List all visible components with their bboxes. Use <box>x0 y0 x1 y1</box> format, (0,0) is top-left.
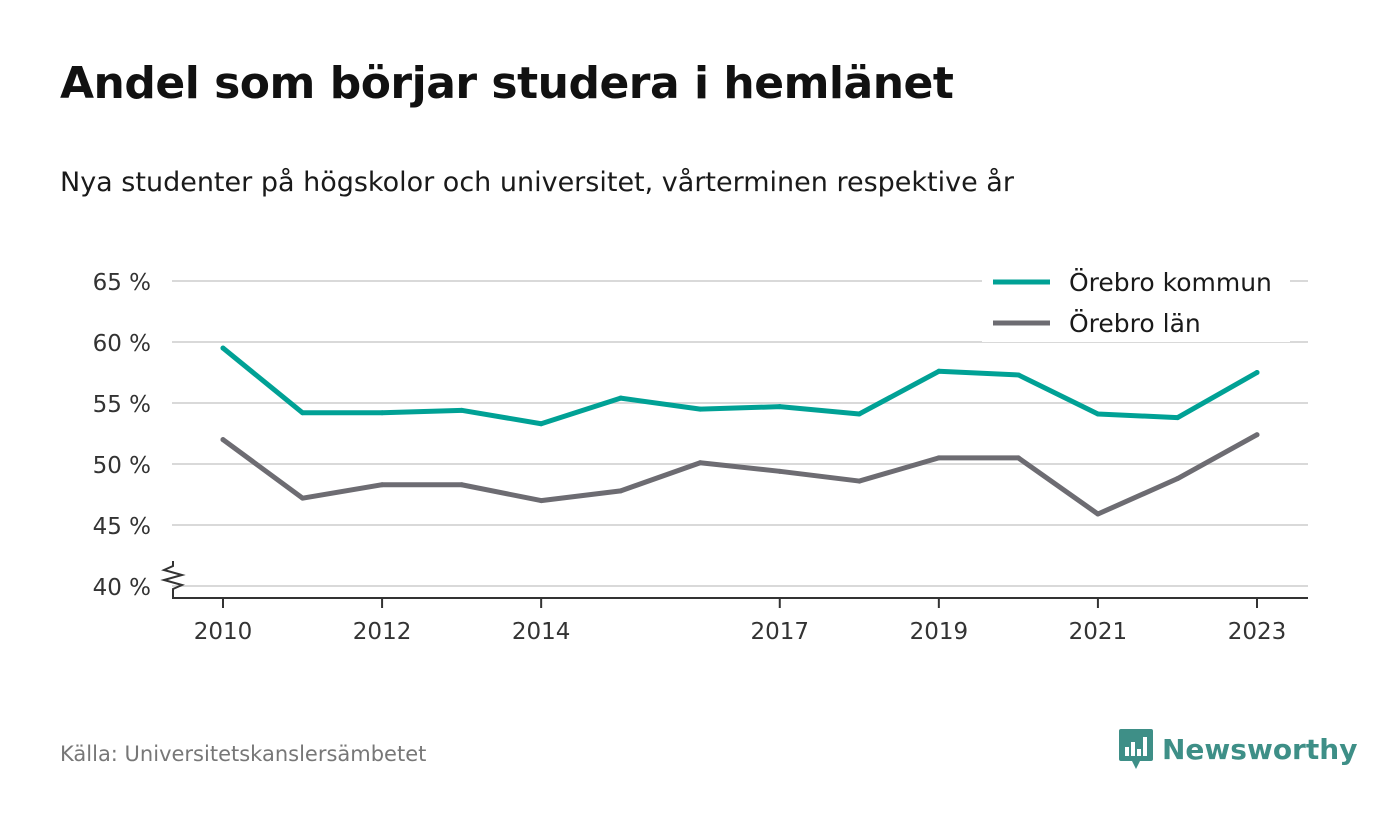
data-point <box>777 468 783 474</box>
y-tick-label: 50 % <box>93 453 151 479</box>
data-point <box>777 404 783 410</box>
x-tick-label: 2010 <box>194 619 253 645</box>
y-tick-label: 65 % <box>93 270 151 296</box>
y-tick-label: 60 % <box>93 331 151 357</box>
series-line <box>220 345 1260 427</box>
legend-label: Örebro kommun <box>1069 268 1272 297</box>
data-point <box>618 488 624 494</box>
y-tick-label: 45 % <box>93 514 151 540</box>
axis-break-icon <box>160 561 186 598</box>
y-tick-label: 40 % <box>93 575 151 601</box>
legend-background <box>982 258 1290 342</box>
x-tick-label: 2014 <box>512 619 571 645</box>
data-point <box>459 407 465 413</box>
data-point <box>1015 372 1021 378</box>
data-point <box>618 395 624 401</box>
chart-subtitle: Nya studenter på högskolor och universit… <box>60 167 1014 198</box>
data-point <box>1174 415 1180 421</box>
data-point <box>1095 511 1101 517</box>
legend: Örebro kommun Örebro län <box>982 258 1290 342</box>
x-tick-label: 2017 <box>750 619 809 645</box>
data-point <box>1095 411 1101 417</box>
data-point <box>300 495 306 501</box>
x-tick-label: 2021 <box>1069 619 1128 645</box>
series-line <box>220 432 1260 517</box>
brand-logo: Newsworthy <box>1118 727 1357 771</box>
x-tick-label: 2019 <box>910 619 969 645</box>
x-tick-label: 2023 <box>1228 619 1287 645</box>
line-chart: 40 % 45 % 50 % 55 % 60 % 65 % 2010 2012 2014 2017… <box>92 258 1308 645</box>
data-point <box>538 498 544 504</box>
data-point <box>1174 476 1180 482</box>
data-point <box>936 368 942 374</box>
data-point <box>220 345 226 351</box>
data-point <box>936 455 942 461</box>
series-lines <box>220 345 1260 517</box>
axes: 40 % 45 % 50 % 55 % 60 % 65 % 2010 2012 2014 2017… <box>93 270 1308 645</box>
data-point <box>538 421 544 427</box>
data-point <box>697 460 703 466</box>
data-point <box>1254 370 1260 375</box>
brand-name: Newsworthy <box>1162 732 1358 766</box>
data-point <box>1254 432 1260 438</box>
y-tick-label: 55 % <box>93 392 151 418</box>
data-point <box>220 437 226 443</box>
chart-title: Andel som börjar studera i hemlänet <box>60 58 954 109</box>
newsworthy-logo-icon <box>1119 729 1153 769</box>
data-point <box>379 482 385 488</box>
source-note: Källa: Universitetskanslersämbetet <box>60 742 427 766</box>
data-point <box>459 482 465 488</box>
data-point <box>1015 455 1021 461</box>
data-point <box>856 478 862 484</box>
data-point <box>856 411 862 417</box>
data-point <box>379 410 385 416</box>
data-point <box>697 406 703 412</box>
data-point <box>300 410 306 416</box>
x-tick-label: 2012 <box>353 619 412 645</box>
legend-label: Örebro län <box>1069 309 1201 338</box>
